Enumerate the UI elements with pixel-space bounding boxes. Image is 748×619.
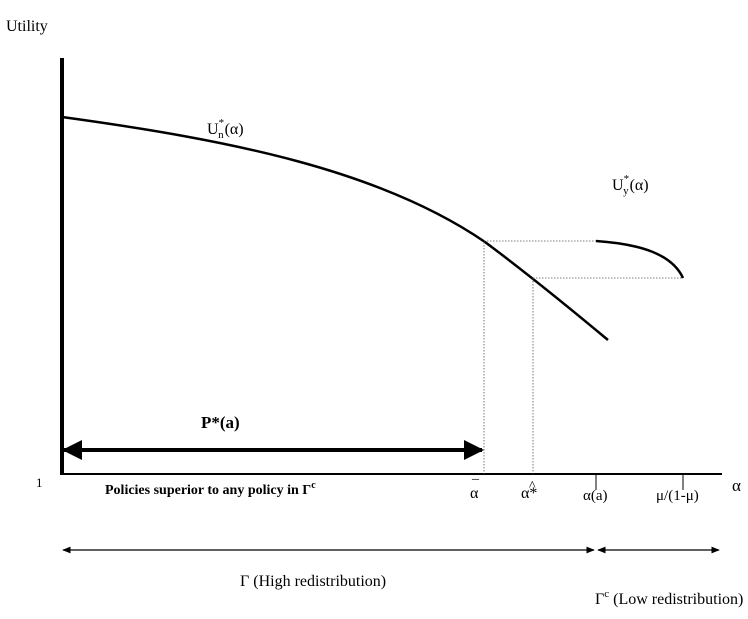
gamma-label: Γ (High redistribution) [240,573,386,590]
tick-label-alpha-a: α(a) [583,488,608,504]
tick-label-alpha-hat: α* [521,485,537,502]
tick-label-alpha-hat-accent: ^ [529,479,536,494]
gamma-c-label: Γc (Low redistribution) [595,588,743,608]
curve-u-y [595,239,685,279]
tick-label-alpha-bar-accent: _ [471,467,480,482]
p-star-label: P*(a) [201,413,240,432]
curve-u-n [61,115,609,341]
label-u-n: U* n(α) [207,117,244,141]
policies-label: Policies superior to any policy in Γc [105,480,316,498]
label-u-y: U* y(α) [612,173,649,197]
x-axis-label: α [732,476,741,495]
tick-label-one: 1 [36,475,43,490]
tick-label-alpha-bar: α [470,485,479,502]
tick-label-mu: μ/(1-μ) [656,488,699,504]
y-axis-label: Utility [6,18,48,35]
